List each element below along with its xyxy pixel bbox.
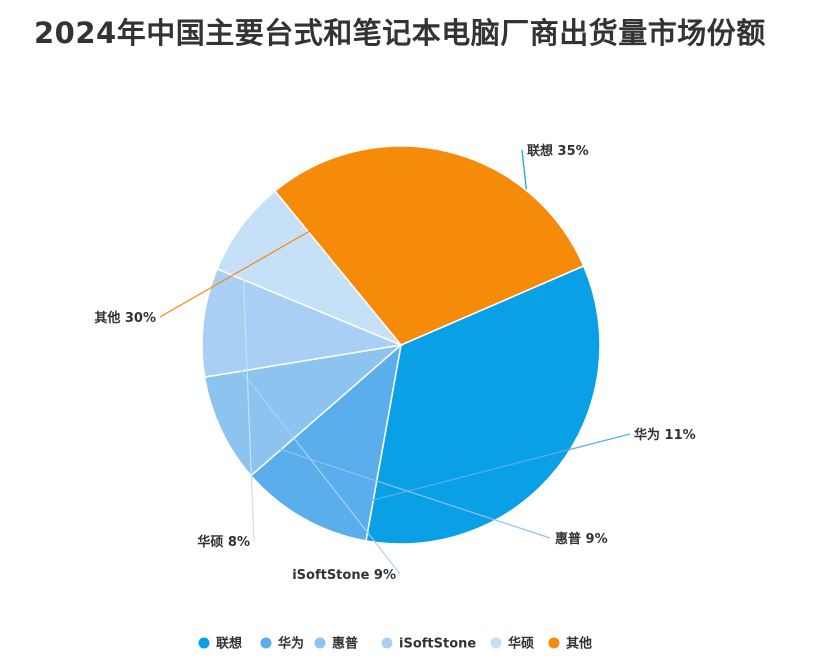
legend-marker xyxy=(314,637,326,649)
legend-item[interactable]: 华硕 xyxy=(490,636,535,652)
legend-label: 华为 xyxy=(278,636,304,652)
legend-marker xyxy=(381,637,393,649)
pie-slice xyxy=(273,145,585,346)
leader-line xyxy=(305,433,631,518)
leader-line xyxy=(204,324,401,575)
leader-line xyxy=(223,430,551,539)
legend-item[interactable]: 其他 xyxy=(548,636,593,652)
slice-label: 其他 30% xyxy=(94,310,156,326)
legend-label: iSoftStone xyxy=(399,637,476,652)
legend-marker xyxy=(490,637,502,649)
chart-title: 2024年中国主要台式和笔记本电脑厂商出货量市场份额 xyxy=(34,16,766,50)
legend-item[interactable]: 华为 xyxy=(260,636,305,652)
pie-slice xyxy=(203,343,404,477)
legend-item[interactable]: iSoftStone xyxy=(381,637,477,652)
legend-item[interactable]: 惠普 xyxy=(314,636,359,652)
pie-slice xyxy=(216,189,402,346)
legend-marker xyxy=(260,637,272,649)
slice-label: 华硕 8% xyxy=(197,534,250,550)
legend-label: 华硕 xyxy=(508,636,534,652)
slice-label: 华为 11% xyxy=(634,427,696,443)
pie-slice xyxy=(201,267,404,378)
slice-label: 联想 35% xyxy=(527,143,589,159)
legend-marker xyxy=(548,637,560,649)
pie-slice xyxy=(249,343,403,542)
legend-label: 惠普 xyxy=(332,636,358,652)
legend-marker xyxy=(198,637,210,649)
legend-label: 其他 xyxy=(566,636,592,652)
leader-line xyxy=(159,152,446,318)
slice-label: 惠普 9% xyxy=(555,531,608,547)
legend-label: 联想 xyxy=(216,636,242,652)
legend-item[interactable]: 联想 xyxy=(198,636,243,652)
leader-line xyxy=(240,229,255,542)
slice-label: iSoftStone 9% xyxy=(292,568,396,583)
